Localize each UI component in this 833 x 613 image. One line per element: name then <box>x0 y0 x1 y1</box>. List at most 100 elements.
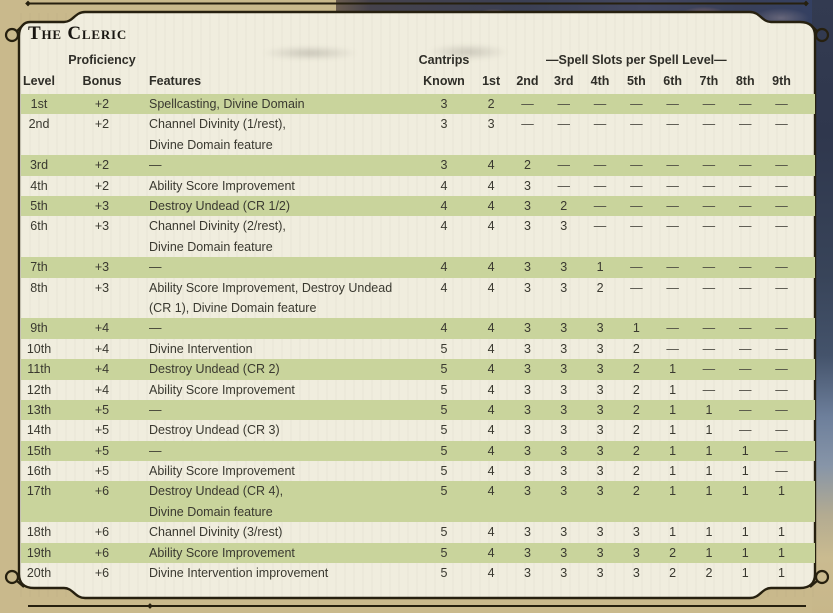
cell-cantrips-known: 4 <box>440 260 448 275</box>
cell-slot-9th: — <box>775 423 788 438</box>
cell-slot-3rd: 3 <box>560 464 568 479</box>
header-spell-slots-title: —Spell Slots per Spell Level— <box>546 53 727 67</box>
table-row-level-1st: 1st +2 Spellcasting, Divine Domain 3 2 — — — — — —… <box>21 94 815 115</box>
cell-slot-5th: — <box>630 280 643 295</box>
cell-slot-8th: — <box>738 341 752 356</box>
cell-slot-7th: 1 <box>705 545 713 560</box>
cell-slot-8th: — <box>738 97 752 111</box>
cell-slot-9th: — <box>775 198 788 213</box>
cell-slot-1st: 4 <box>487 402 495 417</box>
cell-slot-4th: — <box>593 198 607 213</box>
cell-cantrips-known: 5 <box>440 464 448 479</box>
cell-slot-8th: — <box>738 402 752 417</box>
cell-slot-2nd: 3 <box>523 321 531 336</box>
cell-features: Destroy Undead (CR 2) <box>147 359 415 379</box>
cell-cantrips-known: 3 <box>440 97 448 111</box>
frame-corner-flourish <box>4 27 20 43</box>
cell-slot-3rd: 3 <box>560 219 568 234</box>
cell-slot-6th: 1 <box>669 464 677 479</box>
cell-level: 12th <box>26 382 52 397</box>
cell-slot-5th: 3 <box>632 566 640 581</box>
cell-slot-2nd: 3 <box>523 443 531 458</box>
cell-slot-3rd: 3 <box>560 545 568 560</box>
cell-slot-8th: — <box>738 117 752 132</box>
cell-level: 4th <box>30 178 48 193</box>
cell-slot-2nd: 3 <box>523 423 531 438</box>
feature-line: Divine Domain feature <box>149 239 273 254</box>
cell-slot-3rd: 2 <box>560 198 568 213</box>
cell-cantrips-known: 5 <box>440 484 448 499</box>
cell-slot-8th: — <box>738 280 752 295</box>
cell-slot-8th: — <box>738 423 752 438</box>
feature-line: Ability Score Improvement <box>149 464 295 479</box>
cell-slot-7th: — <box>702 117 716 132</box>
cell-slot-4th: — <box>593 158 607 173</box>
cell-slot-6th: 1 <box>669 362 677 377</box>
cell-slot-4th: 3 <box>596 545 604 560</box>
cell-slot-5th: — <box>630 117 643 132</box>
cell-slot-4th: — <box>593 178 607 193</box>
cell-level: 10th <box>26 341 52 356</box>
cell-features: Ability Score Improvement <box>147 543 415 563</box>
page-title: The Cleric <box>28 23 128 44</box>
cell-slot-8th: — <box>738 362 752 377</box>
cell-proficiency-bonus: +4 <box>94 321 110 336</box>
cell-slot-7th: 1 <box>705 464 713 479</box>
cell-slot-3rd: 3 <box>560 341 568 356</box>
cell-slot-1st: 4 <box>487 158 495 173</box>
cell-slot-5th: 2 <box>632 423 640 438</box>
cell-slot-4th: 3 <box>596 321 604 336</box>
table-row-level-2nd: 2nd +2 Channel Divinity (1/rest), Divine Do… <box>21 114 815 155</box>
cell-proficiency-bonus: +6 <box>94 484 110 499</box>
cell-slot-7th: 1 <box>705 484 713 499</box>
cell-level: 11th <box>27 362 51 377</box>
table-row-level-6th: 6th +3 Channel Divinity (2/rest), Divine Do… <box>21 216 815 257</box>
cell-level: 2nd <box>28 117 50 132</box>
cell-slot-5th: — <box>630 158 643 173</box>
cell-slot-7th: — <box>702 280 716 295</box>
table-row-level-15th: 15th +5 — 5 4 3 3 3 2 1 1 1 — <box>21 440 815 462</box>
cell-cantrips-known: 5 <box>440 402 448 417</box>
cell-slot-4th: 3 <box>596 382 604 397</box>
feature-line: — <box>149 402 162 417</box>
feature-line: — <box>149 260 162 275</box>
cell-proficiency-bonus: +3 <box>94 260 110 275</box>
frame-corner-flourish <box>814 27 830 43</box>
cell-slot-5th: — <box>630 260 643 275</box>
table-row-level-20th: 20th +6 Divine Intervention improvement 5 4 3… <box>21 563 815 583</box>
cell-slot-7th: — <box>702 260 716 275</box>
frame-corner-flourish <box>809 580 818 588</box>
cell-cantrips-known: 5 <box>440 423 448 438</box>
cell-slot-9th: — <box>775 117 788 132</box>
cell-slot-6th: 1 <box>669 525 677 540</box>
cell-slot-1st: 4 <box>487 178 495 193</box>
header-slot-level-9th: 9th <box>772 74 791 88</box>
cell-features: Ability Score Improvement <box>147 176 415 196</box>
cell-slot-8th: 1 <box>741 484 749 499</box>
cell-slot-4th: 3 <box>596 484 604 499</box>
cell-slot-6th: — <box>666 260 679 275</box>
feature-line: Channel Divinity (2/rest), <box>149 219 286 234</box>
cell-slot-3rd: 3 <box>560 382 568 397</box>
cell-slot-3rd: 3 <box>560 280 568 295</box>
cell-slot-7th: — <box>702 158 716 173</box>
table-row-level-7th: 7th +3 — 4 4 3 3 1 — — — — — <box>21 257 815 278</box>
cell-features: Channel Divinity (3/rest) <box>147 522 415 542</box>
cell-slot-3rd: 3 <box>560 260 568 275</box>
cell-features: Ability Score Improvement <box>147 380 415 400</box>
table-header-row-2: Level Bonus Features Known 1st 2nd 3rd 4th 5… <box>21 70 815 94</box>
cell-slot-2nd: 3 <box>523 362 531 377</box>
cell-slot-8th: — <box>738 219 752 234</box>
cell-slot-3rd: 3 <box>560 525 568 540</box>
feature-line: Channel Divinity (3/rest) <box>149 525 283 540</box>
cell-slot-8th: — <box>738 198 752 213</box>
cell-slot-9th: — <box>775 402 788 417</box>
cell-slot-3rd: 3 <box>560 566 568 581</box>
cell-slot-7th: — <box>702 362 716 377</box>
cell-slot-6th: 1 <box>669 402 677 417</box>
cell-slot-9th: — <box>775 158 788 173</box>
cell-slot-4th: 3 <box>596 525 604 540</box>
header-slot-level-6th: 6th <box>663 74 682 88</box>
cell-slot-9th: 1 <box>778 566 785 581</box>
cell-slot-6th: 1 <box>669 382 677 397</box>
